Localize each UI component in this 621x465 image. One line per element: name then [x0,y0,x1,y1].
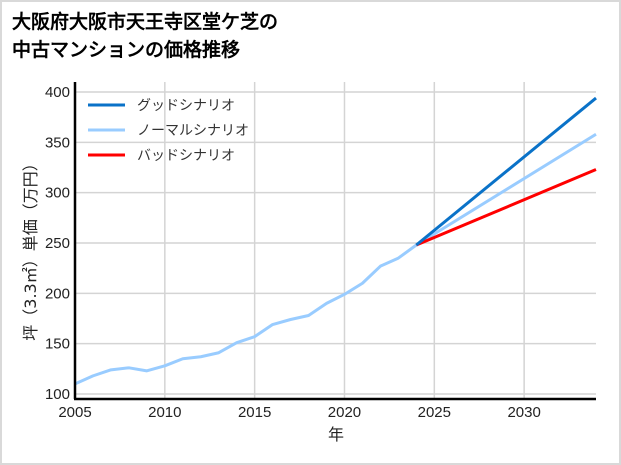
series-lines [74,96,597,386]
chart-title: 大阪府大阪市天王寺区堂ケ芝の 中古マンションの価格推移 [12,8,278,64]
axes [73,82,596,401]
title-line-2: 中古マンションの価格推移 [12,39,241,61]
x-tick-label: 2010 [148,404,181,421]
y-tick-label: 250 [45,235,70,252]
legend-label: バッドシナリオ [137,148,235,164]
legend-label: グッドシナリオ [137,98,235,114]
series-line [74,133,597,386]
y-tick-labels: 100 150 200 250 300 350 400 [45,84,70,403]
x-tick-label: 2005 [58,404,91,421]
x-tick-label: 2025 [418,404,451,421]
series-line [415,168,597,247]
title-line-1: 大阪府大阪市天王寺区堂ケ芝の [12,11,279,33]
x-tick-labels: 2005 2010 2015 2020 2025 2030 [58,404,541,421]
y-axis-label: 坪（3.3㎡）単価（万円） [21,155,40,340]
y-tick-label: 400 [45,84,70,101]
x-tick-label: 2030 [507,404,540,421]
legend-label: ノーマルシナリオ [137,123,249,139]
y-tick-label: 100 [45,386,70,403]
y-tick-label: 300 [45,185,70,202]
x-axis-label: 年 [328,425,344,444]
y-tick-label: 150 [45,336,70,353]
grid-lines [74,82,596,399]
series-line [415,96,597,247]
x-tick-label: 2015 [238,404,271,421]
y-tick-label: 350 [45,134,70,151]
x-tick-label: 2020 [328,404,361,421]
y-tick-label: 200 [45,285,70,302]
